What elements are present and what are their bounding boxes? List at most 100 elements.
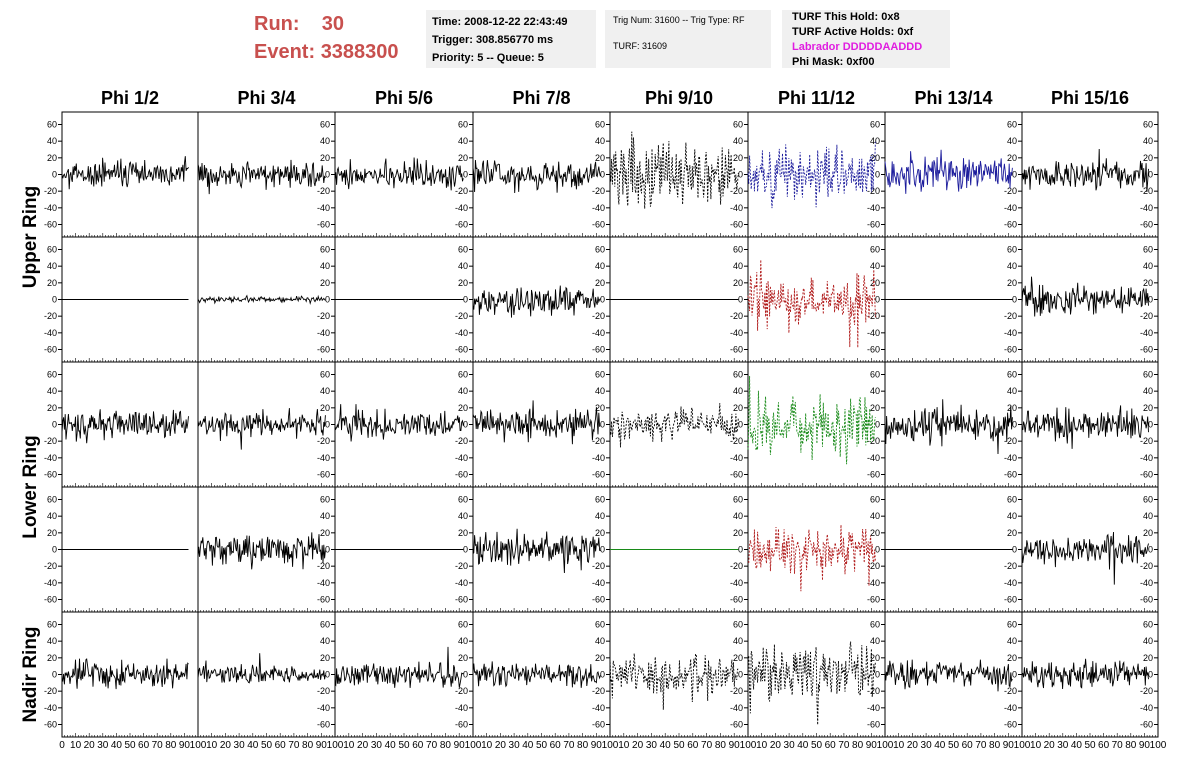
y-tick-label: 40: [458, 636, 468, 646]
y-tick-label: -40: [1140, 453, 1153, 463]
y-tick-label: 20: [595, 653, 605, 663]
y-tick-label: 40: [458, 261, 468, 271]
row-group-label: Upper Ring: [20, 186, 41, 288]
x-tick-label: 10: [893, 740, 905, 751]
y-tick-label: -20: [455, 561, 468, 571]
x-tick-label: 100: [190, 740, 207, 751]
x-tick-label: 30: [646, 740, 658, 751]
y-tick-label: -20: [44, 561, 57, 571]
y-tick-label: 60: [1143, 370, 1153, 380]
waveform-trace: [197, 294, 326, 306]
x-tick-label: 30: [784, 740, 796, 751]
x-tick-label: 80: [165, 740, 177, 751]
y-tick-label: 60: [870, 245, 880, 255]
x-tick-label: 70: [152, 740, 164, 751]
x-tick-label: 90: [316, 740, 328, 751]
column-title: Phi 1/2: [101, 88, 159, 108]
waveform-trace: [61, 658, 189, 690]
y-tick-label: -60: [455, 720, 468, 730]
y-tick-label: -20: [1004, 186, 1017, 196]
x-tick-label: 40: [660, 740, 672, 751]
waveform-trace: [334, 404, 464, 442]
y-tick-label: -60: [730, 595, 743, 605]
y-tick-label: 20: [870, 403, 880, 413]
x-tick-label: 50: [1084, 740, 1096, 751]
waveform-trace: [197, 653, 326, 684]
event-row: Event: 3388300: [254, 38, 399, 66]
y-tick-label: -40: [730, 328, 743, 338]
y-tick-label: 60: [733, 370, 743, 380]
y-tick-label: 20: [1143, 403, 1153, 413]
y-tick-label: -40: [1004, 453, 1017, 463]
y-tick-label: 20: [733, 403, 743, 413]
y-tick-label: -20: [1140, 561, 1153, 571]
x-tick-label: 70: [838, 740, 850, 751]
y-tick-label: 0: [875, 670, 880, 680]
y-tick-label: 20: [595, 278, 605, 288]
y-tick-label: 40: [733, 136, 743, 146]
y-tick-label: 40: [733, 386, 743, 396]
turf-active-holds-text: TURF Active Holds: 0xf: [792, 26, 914, 38]
x-tick-label: 40: [247, 740, 259, 751]
time-text: Time: 2008-12-22 22:43:49: [432, 16, 568, 28]
turf-this-hold-text: TURF This Hold: 0x8: [792, 11, 900, 23]
y-tick-label: 0: [738, 670, 743, 680]
y-tick-label: 60: [733, 120, 743, 130]
y-tick-label: 60: [458, 495, 468, 505]
y-tick-label: 0: [325, 545, 330, 555]
x-tick-label: 40: [111, 740, 123, 751]
x-tick-label: 90: [454, 740, 466, 751]
x-tick-label: 50: [261, 740, 273, 751]
y-tick-label: 40: [1007, 136, 1017, 146]
labrador-text: Labrador DDDDDAADDD: [792, 41, 923, 53]
y-tick-label: -60: [44, 345, 57, 355]
y-tick-label: 40: [595, 261, 605, 271]
y-tick-label: -20: [44, 186, 57, 196]
waveform-trace: [61, 156, 189, 190]
x-tick-label: 20: [220, 740, 232, 751]
y-tick-label: -20: [867, 186, 880, 196]
x-tick-label: 10: [481, 740, 493, 751]
y-tick-label: -60: [317, 220, 330, 230]
y-tick-label: 40: [595, 386, 605, 396]
y-tick-label: 60: [47, 370, 57, 380]
y-tick-label: 0: [463, 420, 468, 430]
y-tick-label: -40: [592, 578, 605, 588]
x-tick-label: 50: [811, 740, 823, 751]
y-tick-label: 0: [1148, 545, 1153, 555]
x-tick-label: 100: [327, 740, 344, 751]
y-tick-label: -20: [317, 686, 330, 696]
y-tick-label: -40: [44, 453, 57, 463]
x-tick-label: 30: [234, 740, 246, 751]
y-tick-label: -20: [44, 436, 57, 446]
y-tick-label: 60: [458, 620, 468, 630]
y-tick-label: 40: [458, 386, 468, 396]
x-tick-label: 40: [385, 740, 397, 751]
y-tick-label: 60: [733, 495, 743, 505]
waveform-trace: [609, 653, 739, 710]
y-tick-label: -40: [730, 203, 743, 213]
y-tick-label: 0: [1148, 170, 1153, 180]
y-tick-label: 40: [870, 261, 880, 271]
y-tick-label: -20: [730, 311, 743, 321]
y-tick-label: 40: [320, 511, 330, 521]
x-tick-label: 80: [577, 740, 589, 751]
y-tick-label: -40: [455, 578, 468, 588]
y-tick-label: -40: [455, 703, 468, 713]
y-tick-label: 60: [320, 620, 330, 630]
y-tick-label: 40: [1143, 261, 1153, 271]
y-tick-label: -20: [867, 436, 880, 446]
column-title: Phi 5/6: [375, 88, 433, 108]
y-tick-label: 40: [1143, 636, 1153, 646]
y-tick-label: 40: [870, 136, 880, 146]
y-tick-label: -60: [592, 220, 605, 230]
y-tick-label: 20: [1143, 528, 1153, 538]
y-tick-label: -40: [455, 203, 468, 213]
x-tick-label: 40: [1071, 740, 1083, 751]
column-title: Phi 9/10: [645, 88, 713, 108]
y-tick-label: 0: [1148, 670, 1153, 680]
y-tick-label: 20: [1007, 653, 1017, 663]
y-tick-label: 20: [320, 153, 330, 163]
y-tick-label: -20: [592, 436, 605, 446]
y-tick-label: -60: [592, 345, 605, 355]
